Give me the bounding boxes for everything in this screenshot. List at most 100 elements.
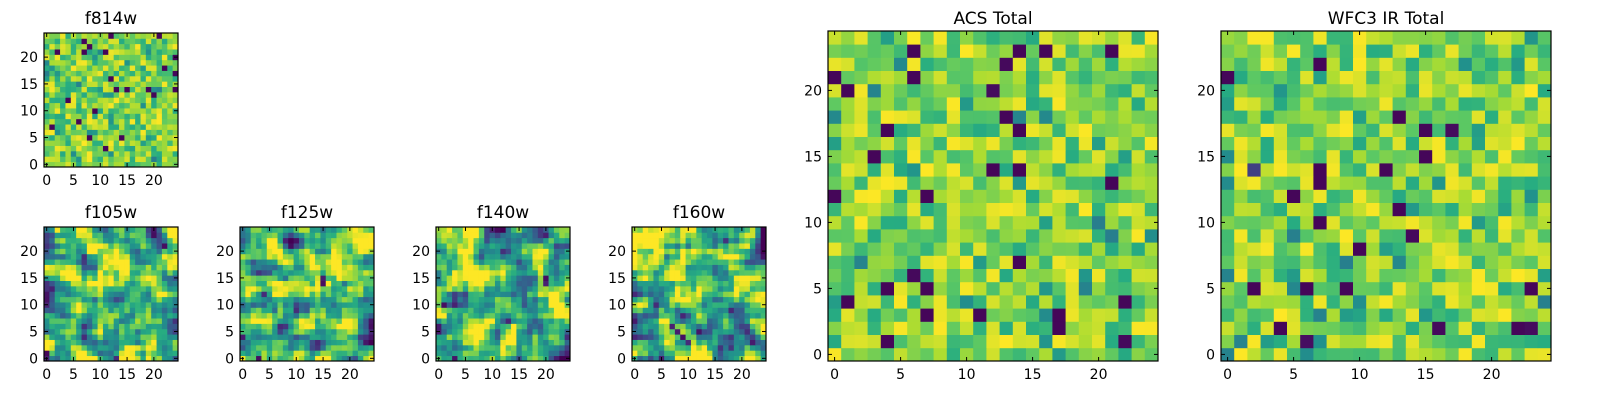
heatmap-cell: [1026, 110, 1040, 124]
heatmap-cell: [828, 110, 842, 124]
heatmap-cell: [277, 312, 284, 319]
heatmap-cell: [1273, 176, 1288, 190]
heatmap-cell: [452, 355, 458, 362]
heatmap-cell: [680, 243, 686, 249]
heatmap-cell: [140, 49, 147, 55]
heatmap-cell: [894, 123, 908, 137]
heatmap-cell: [527, 355, 533, 362]
heatmap-cell: [548, 307, 555, 314]
heatmap-cell: [140, 291, 147, 298]
heatmap-cell: [696, 227, 703, 233]
heatmap-cell: [1485, 44, 1499, 58]
heatmap-cell: [1247, 57, 1261, 71]
heatmap-cell: [352, 227, 359, 233]
heatmap-cell: [1287, 136, 1301, 151]
heatmap-cell: [658, 350, 665, 357]
heatmap-cell: [653, 328, 660, 335]
heatmap-cell: [543, 243, 549, 249]
heatmap-cell: [1445, 202, 1459, 217]
heatmap-cell: [894, 70, 908, 85]
heatmap-cell: [707, 355, 713, 362]
heatmap-cell: [336, 291, 343, 298]
heatmap-cell: [1471, 44, 1486, 58]
heatmap-cell: [505, 328, 512, 335]
heatmap-cell: [277, 334, 284, 340]
heatmap-cell: [685, 243, 692, 249]
heatmap-cell: [1221, 242, 1235, 256]
heatmap-cell: [1260, 149, 1275, 164]
heatmap-cell: [717, 323, 724, 330]
heatmap-cell: [446, 334, 453, 340]
heatmap-cell: [49, 259, 56, 265]
heatmap-cell: [1234, 44, 1248, 58]
heatmap-cell: [505, 350, 512, 357]
heatmap-cell: [532, 334, 539, 340]
heatmap-cell: [86, 339, 93, 346]
heatmap-cell: [1498, 308, 1512, 322]
heatmap-cell: [256, 275, 262, 281]
heatmap-cell: [49, 140, 56, 146]
heatmap-cell: [653, 237, 660, 244]
heatmap-cell: [304, 280, 311, 287]
heatmap-cell: [658, 275, 665, 281]
heatmap-cell: [696, 259, 703, 265]
heatmap-cell: [86, 91, 93, 98]
heatmap-cell: [436, 291, 442, 298]
heatmap-cell: [124, 118, 131, 125]
heatmap-cell: [473, 323, 480, 330]
heatmap-cell: [642, 243, 649, 249]
heatmap-cell: [119, 312, 125, 319]
heatmap-cell: [288, 248, 294, 255]
heatmap-cell: [1131, 31, 1146, 45]
heatmap-cell: [1039, 242, 1053, 256]
heatmap-cell: [119, 339, 125, 346]
heatmap-cell: [256, 323, 262, 330]
heatmap-cell: [648, 307, 654, 314]
heatmap-cell: [999, 347, 1014, 362]
heatmap-cell: [658, 232, 665, 239]
heatmap-cell: [680, 264, 686, 271]
heatmap-cell: [960, 334, 974, 349]
heatmap-cell: [564, 269, 571, 276]
heatmap-cell: [156, 275, 163, 281]
heatmap-cell: [537, 227, 544, 233]
heatmap-cell: [76, 237, 82, 244]
heatmap-cell: [76, 75, 82, 82]
heatmap-cell: [81, 334, 88, 340]
heatmap-cell: [1339, 308, 1354, 322]
heatmap-cell: [690, 285, 697, 292]
heatmap-cell: [532, 296, 539, 303]
heatmap-cell: [511, 248, 517, 255]
heatmap-cell: [161, 65, 168, 71]
heatmap-cell: [325, 264, 332, 271]
heatmap-cell: [347, 237, 353, 244]
heatmap-cell: [1326, 70, 1341, 85]
heatmap-cell: [489, 264, 496, 271]
heatmap-cell: [97, 318, 104, 324]
heatmap-cell: [637, 275, 644, 281]
heatmap-cell: [1419, 97, 1433, 111]
heatmap-cell: [674, 296, 681, 303]
heatmap-cell: [1511, 163, 1525, 177]
heatmap-cell: [331, 350, 337, 357]
heatmap-cell: [102, 97, 109, 104]
heatmap-cell: [256, 350, 262, 357]
heatmap-cell: [548, 312, 555, 319]
heatmap-cell: [642, 323, 649, 330]
heatmap-cell: [1144, 57, 1159, 71]
heatmap-cell: [685, 339, 692, 346]
heatmap-cell: [1419, 268, 1433, 283]
heatmap-cell: [1273, 321, 1288, 335]
heatmap-cell: [151, 70, 157, 77]
heatmap-cell: [86, 124, 93, 130]
heatmap-cell: [145, 334, 152, 340]
heatmap-cell: [298, 269, 305, 276]
heatmap-cell: [151, 91, 157, 98]
heatmap-cell: [723, 227, 729, 233]
heatmap-cell: [315, 302, 321, 308]
heatmap-cell: [894, 97, 908, 111]
heatmap-cell: [341, 328, 348, 335]
heatmap-cell: [468, 285, 474, 292]
heatmap-cell: [119, 43, 125, 50]
heatmap-cell: [648, 355, 654, 362]
